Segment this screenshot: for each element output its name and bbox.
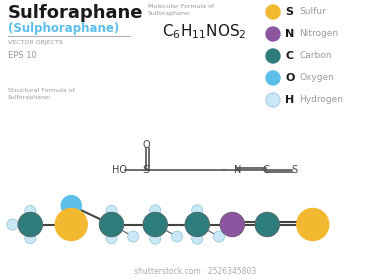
Text: Structural Formula of
Sulforaphane:: Structural Formula of Sulforaphane: bbox=[8, 88, 75, 100]
Circle shape bbox=[266, 49, 280, 63]
Circle shape bbox=[99, 213, 124, 237]
Text: H: H bbox=[285, 95, 294, 105]
Text: (Sulphoraphane): (Sulphoraphane) bbox=[8, 22, 119, 35]
Text: Carbon: Carbon bbox=[299, 52, 332, 60]
Circle shape bbox=[266, 71, 280, 85]
Text: EPS 10: EPS 10 bbox=[8, 51, 37, 60]
Circle shape bbox=[266, 5, 280, 19]
Text: Molecular Formula of
Sulforaphane:: Molecular Formula of Sulforaphane: bbox=[148, 4, 214, 16]
Circle shape bbox=[18, 213, 42, 237]
Circle shape bbox=[185, 213, 209, 237]
Text: Hydrogen: Hydrogen bbox=[299, 95, 343, 104]
Text: Oxygen: Oxygen bbox=[299, 74, 334, 83]
Circle shape bbox=[150, 233, 161, 244]
Text: shutterstock.com · 2526345803: shutterstock.com · 2526345803 bbox=[134, 267, 256, 276]
Text: HO: HO bbox=[112, 165, 127, 175]
Circle shape bbox=[25, 205, 36, 216]
Text: Sulfur: Sulfur bbox=[299, 8, 326, 17]
Circle shape bbox=[297, 209, 329, 241]
Circle shape bbox=[255, 213, 279, 237]
Text: N: N bbox=[234, 165, 241, 175]
Circle shape bbox=[192, 205, 203, 216]
Circle shape bbox=[220, 213, 244, 237]
Text: S: S bbox=[142, 165, 150, 175]
Circle shape bbox=[172, 231, 183, 242]
Circle shape bbox=[7, 219, 18, 230]
Text: O: O bbox=[142, 140, 150, 150]
Circle shape bbox=[266, 93, 280, 107]
Text: Nitrogen: Nitrogen bbox=[299, 29, 338, 39]
Text: VECTOR OBJECTS: VECTOR OBJECTS bbox=[8, 40, 63, 45]
Circle shape bbox=[55, 209, 87, 241]
Circle shape bbox=[192, 233, 203, 244]
Text: S: S bbox=[291, 165, 297, 175]
Circle shape bbox=[143, 213, 167, 237]
Circle shape bbox=[106, 205, 117, 216]
Circle shape bbox=[61, 196, 81, 216]
Circle shape bbox=[266, 27, 280, 41]
Text: C: C bbox=[285, 51, 293, 61]
Text: $\mathregular{C_6H_{11}NOS_2}$: $\mathregular{C_6H_{11}NOS_2}$ bbox=[162, 22, 246, 41]
Circle shape bbox=[150, 205, 161, 216]
Text: O: O bbox=[285, 73, 294, 83]
Text: C: C bbox=[262, 165, 269, 175]
Circle shape bbox=[25, 233, 36, 244]
Text: S: S bbox=[285, 7, 293, 17]
Circle shape bbox=[106, 233, 117, 244]
Circle shape bbox=[213, 231, 225, 242]
Text: N: N bbox=[285, 29, 294, 39]
Circle shape bbox=[128, 231, 139, 242]
Text: Sulforaphane: Sulforaphane bbox=[8, 4, 144, 22]
